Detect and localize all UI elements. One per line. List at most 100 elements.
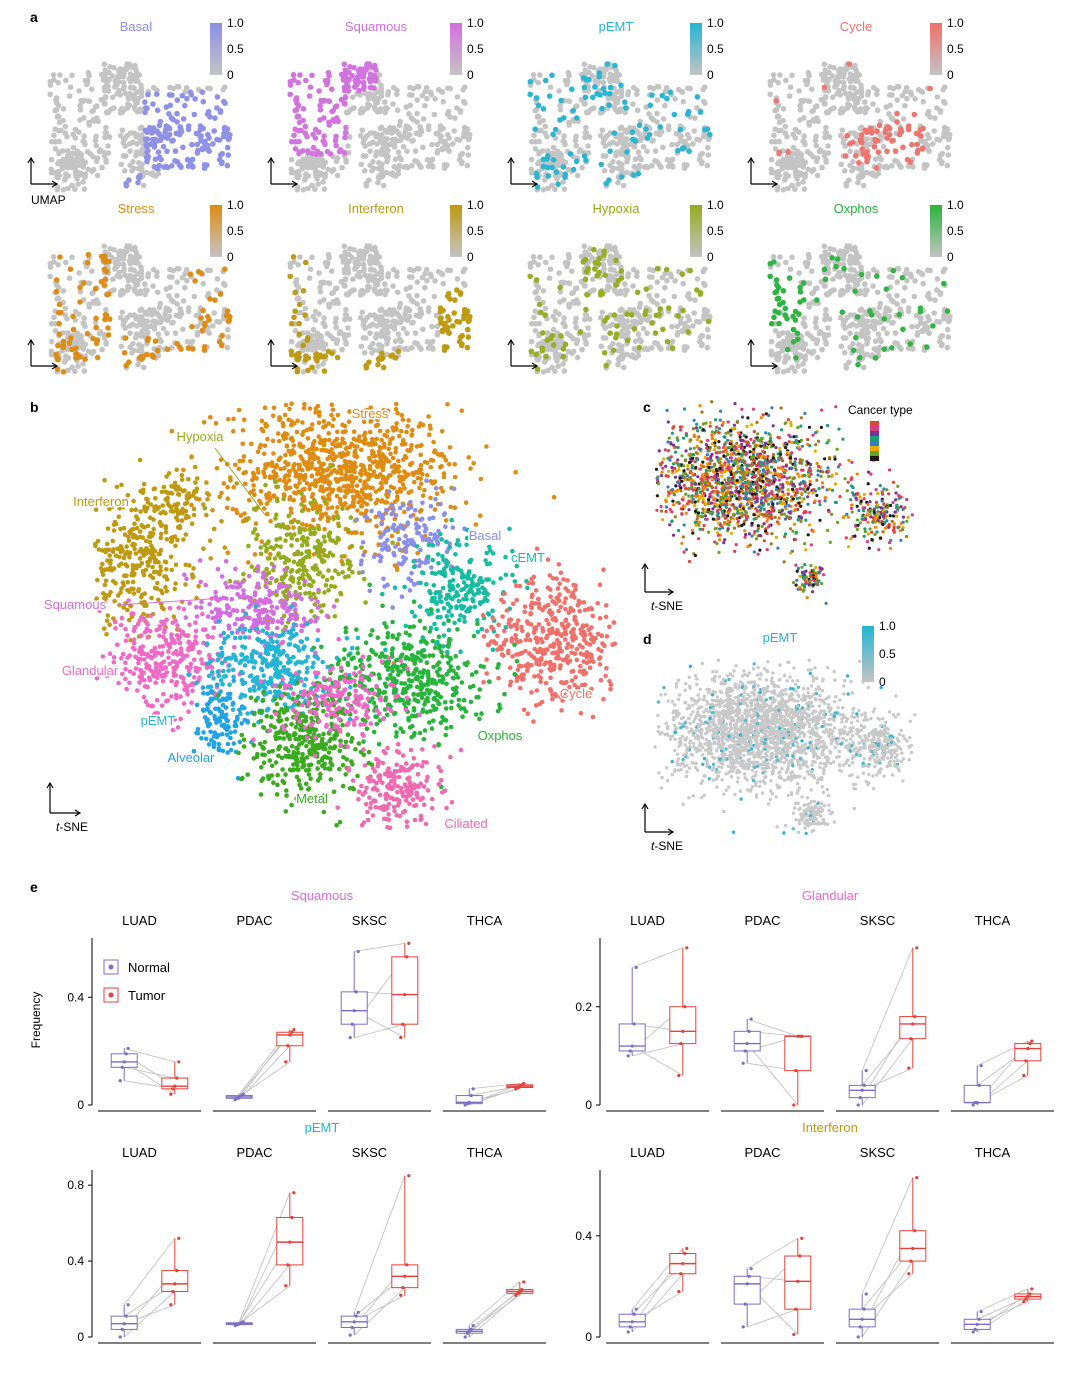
umap-point [920,280,927,287]
umap-point [306,93,313,99]
umap-point [395,170,402,177]
umap-point [611,130,618,136]
umap-point [164,346,171,353]
umap-point [597,292,604,298]
umap-point [304,155,311,161]
umap-point [111,246,117,253]
umap-point [432,96,438,102]
umap-point [124,61,131,67]
umap-point [301,177,308,183]
umap-point [189,141,195,148]
tsne-point-stress [352,448,358,454]
umap-point [570,166,577,173]
umap-point [816,330,823,337]
umap-point [862,109,868,116]
umap-point [313,333,319,340]
umap-point [831,246,837,253]
tsne-point-stress [265,436,270,442]
umap-point [326,304,333,310]
umap-point [776,341,782,347]
tsne-point-stress [326,431,332,436]
umap-point [169,274,175,280]
tsne-point-stress [246,560,251,565]
umap-point [911,111,918,118]
umap-point [832,77,838,84]
umap-point [414,292,420,299]
umap-point [166,111,172,117]
umap-point [579,346,585,353]
umap-point [650,137,656,144]
umap-point [915,147,921,154]
umap-point [191,111,198,118]
umap-point [797,107,804,113]
umap-point [625,273,631,280]
umap-point [200,280,207,287]
umap-point [297,254,303,260]
umap-point [287,264,294,270]
umap-point [775,113,781,119]
umap-point [292,289,299,296]
umap-point [110,276,116,283]
umap-point [634,107,641,114]
umap-point [616,355,622,362]
umap-point [601,265,607,272]
umap-point [784,155,790,161]
umap-point [62,305,69,312]
umap-point [550,342,557,348]
umap-point [143,141,150,148]
umap-point [134,323,140,329]
umap-point [429,345,436,351]
tsne-point-stress [251,483,256,488]
umap-point [640,325,647,332]
umap-point [783,77,789,84]
umap-point [310,313,316,320]
umap-point [352,259,359,266]
umap-point [180,326,186,333]
umap-point [55,102,62,109]
umap-point [55,261,61,268]
umap-point [530,72,537,78]
umap-point [581,282,588,289]
umap-point [849,168,855,174]
umap-point [369,168,375,174]
umap-point [184,95,190,102]
umap-point [143,323,150,330]
tsne-point-stress [424,460,430,466]
umap-point [322,159,329,166]
umap-point [665,123,672,129]
umap-point [675,329,681,336]
umap-point [109,73,115,79]
color-scale-bar [210,205,222,257]
umap-point [882,129,888,135]
umap-point [704,126,711,132]
umap-point [638,338,644,345]
umap-point [52,139,59,145]
tsne-point-stress [299,467,305,473]
umap-point [855,78,861,84]
umap-point [823,124,829,131]
umap-point [682,322,688,329]
umap-point [582,94,589,101]
umap-point [350,276,356,283]
umap-point [619,343,625,350]
umap-point [809,290,815,297]
umap-point [214,105,220,111]
umap-point [632,318,639,325]
umap-point [369,64,375,70]
umap-point [92,103,99,110]
umap-point [313,351,320,358]
umap-point [579,164,585,171]
scale-tick-label: 0 [467,68,474,82]
umap-point [615,95,622,102]
umap-point [855,179,861,186]
tsne-point-stress [405,424,410,429]
umap-point [863,323,870,330]
umap-point [464,162,471,169]
umap-point [139,161,145,168]
umap-point [822,276,829,283]
umap-point [138,86,145,92]
umap-point [705,334,712,340]
umap-point [380,364,387,371]
umap-point [442,140,448,147]
